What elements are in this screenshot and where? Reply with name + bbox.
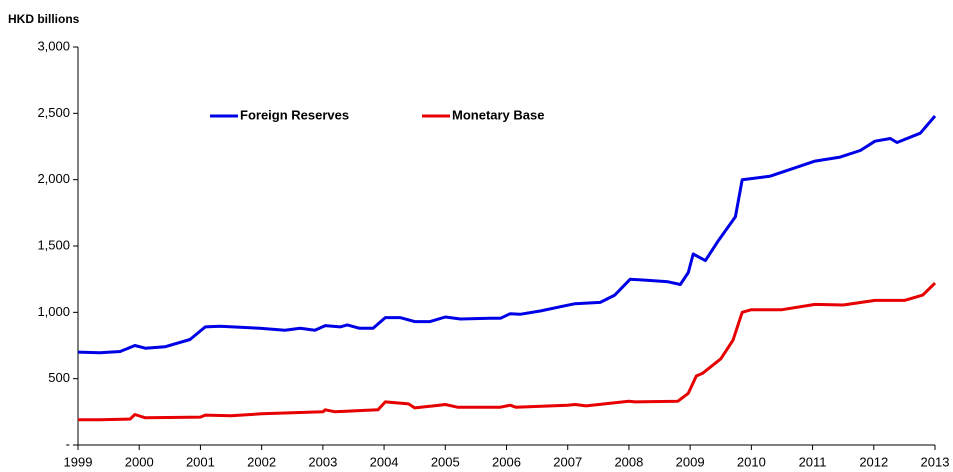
x-tick-label: 2008 bbox=[614, 454, 643, 469]
y-tick-label: 1,000 bbox=[37, 304, 70, 319]
y-tick-label: - bbox=[66, 436, 70, 451]
x-tick-label: 2010 bbox=[737, 454, 766, 469]
y-tick-label: 500 bbox=[48, 370, 70, 385]
x-tick-label: 2011 bbox=[799, 454, 827, 469]
legend-label: Monetary Base bbox=[452, 107, 544, 122]
x-tick-label: 2001 bbox=[186, 454, 215, 469]
x-tick-label: 1999 bbox=[64, 454, 93, 469]
x-tick-label: 2009 bbox=[676, 454, 705, 469]
x-tick-label: 2006 bbox=[492, 454, 521, 469]
x-tick-label: 2012 bbox=[859, 454, 888, 469]
legend-label: Foreign Reserves bbox=[240, 107, 349, 122]
y-tick-label: 2,000 bbox=[37, 171, 70, 186]
x-tick-label: 2003 bbox=[308, 454, 337, 469]
y-tick-label: 3,000 bbox=[37, 38, 70, 53]
y-tick-label: 2,500 bbox=[37, 105, 70, 120]
x-tick-label: 2013 bbox=[921, 454, 950, 469]
series-line bbox=[77, 115, 937, 355]
y-axis-label: HKD billions bbox=[8, 12, 80, 26]
x-tick-label: 2002 bbox=[247, 454, 276, 469]
x-tick-label: 2000 bbox=[125, 454, 154, 469]
x-tick-label: 2004 bbox=[370, 454, 399, 469]
y-tick-label: 1,500 bbox=[37, 237, 70, 252]
x-tick-label: 2007 bbox=[553, 454, 582, 469]
series-line bbox=[78, 282, 937, 422]
x-tick-label: 2005 bbox=[431, 454, 460, 469]
